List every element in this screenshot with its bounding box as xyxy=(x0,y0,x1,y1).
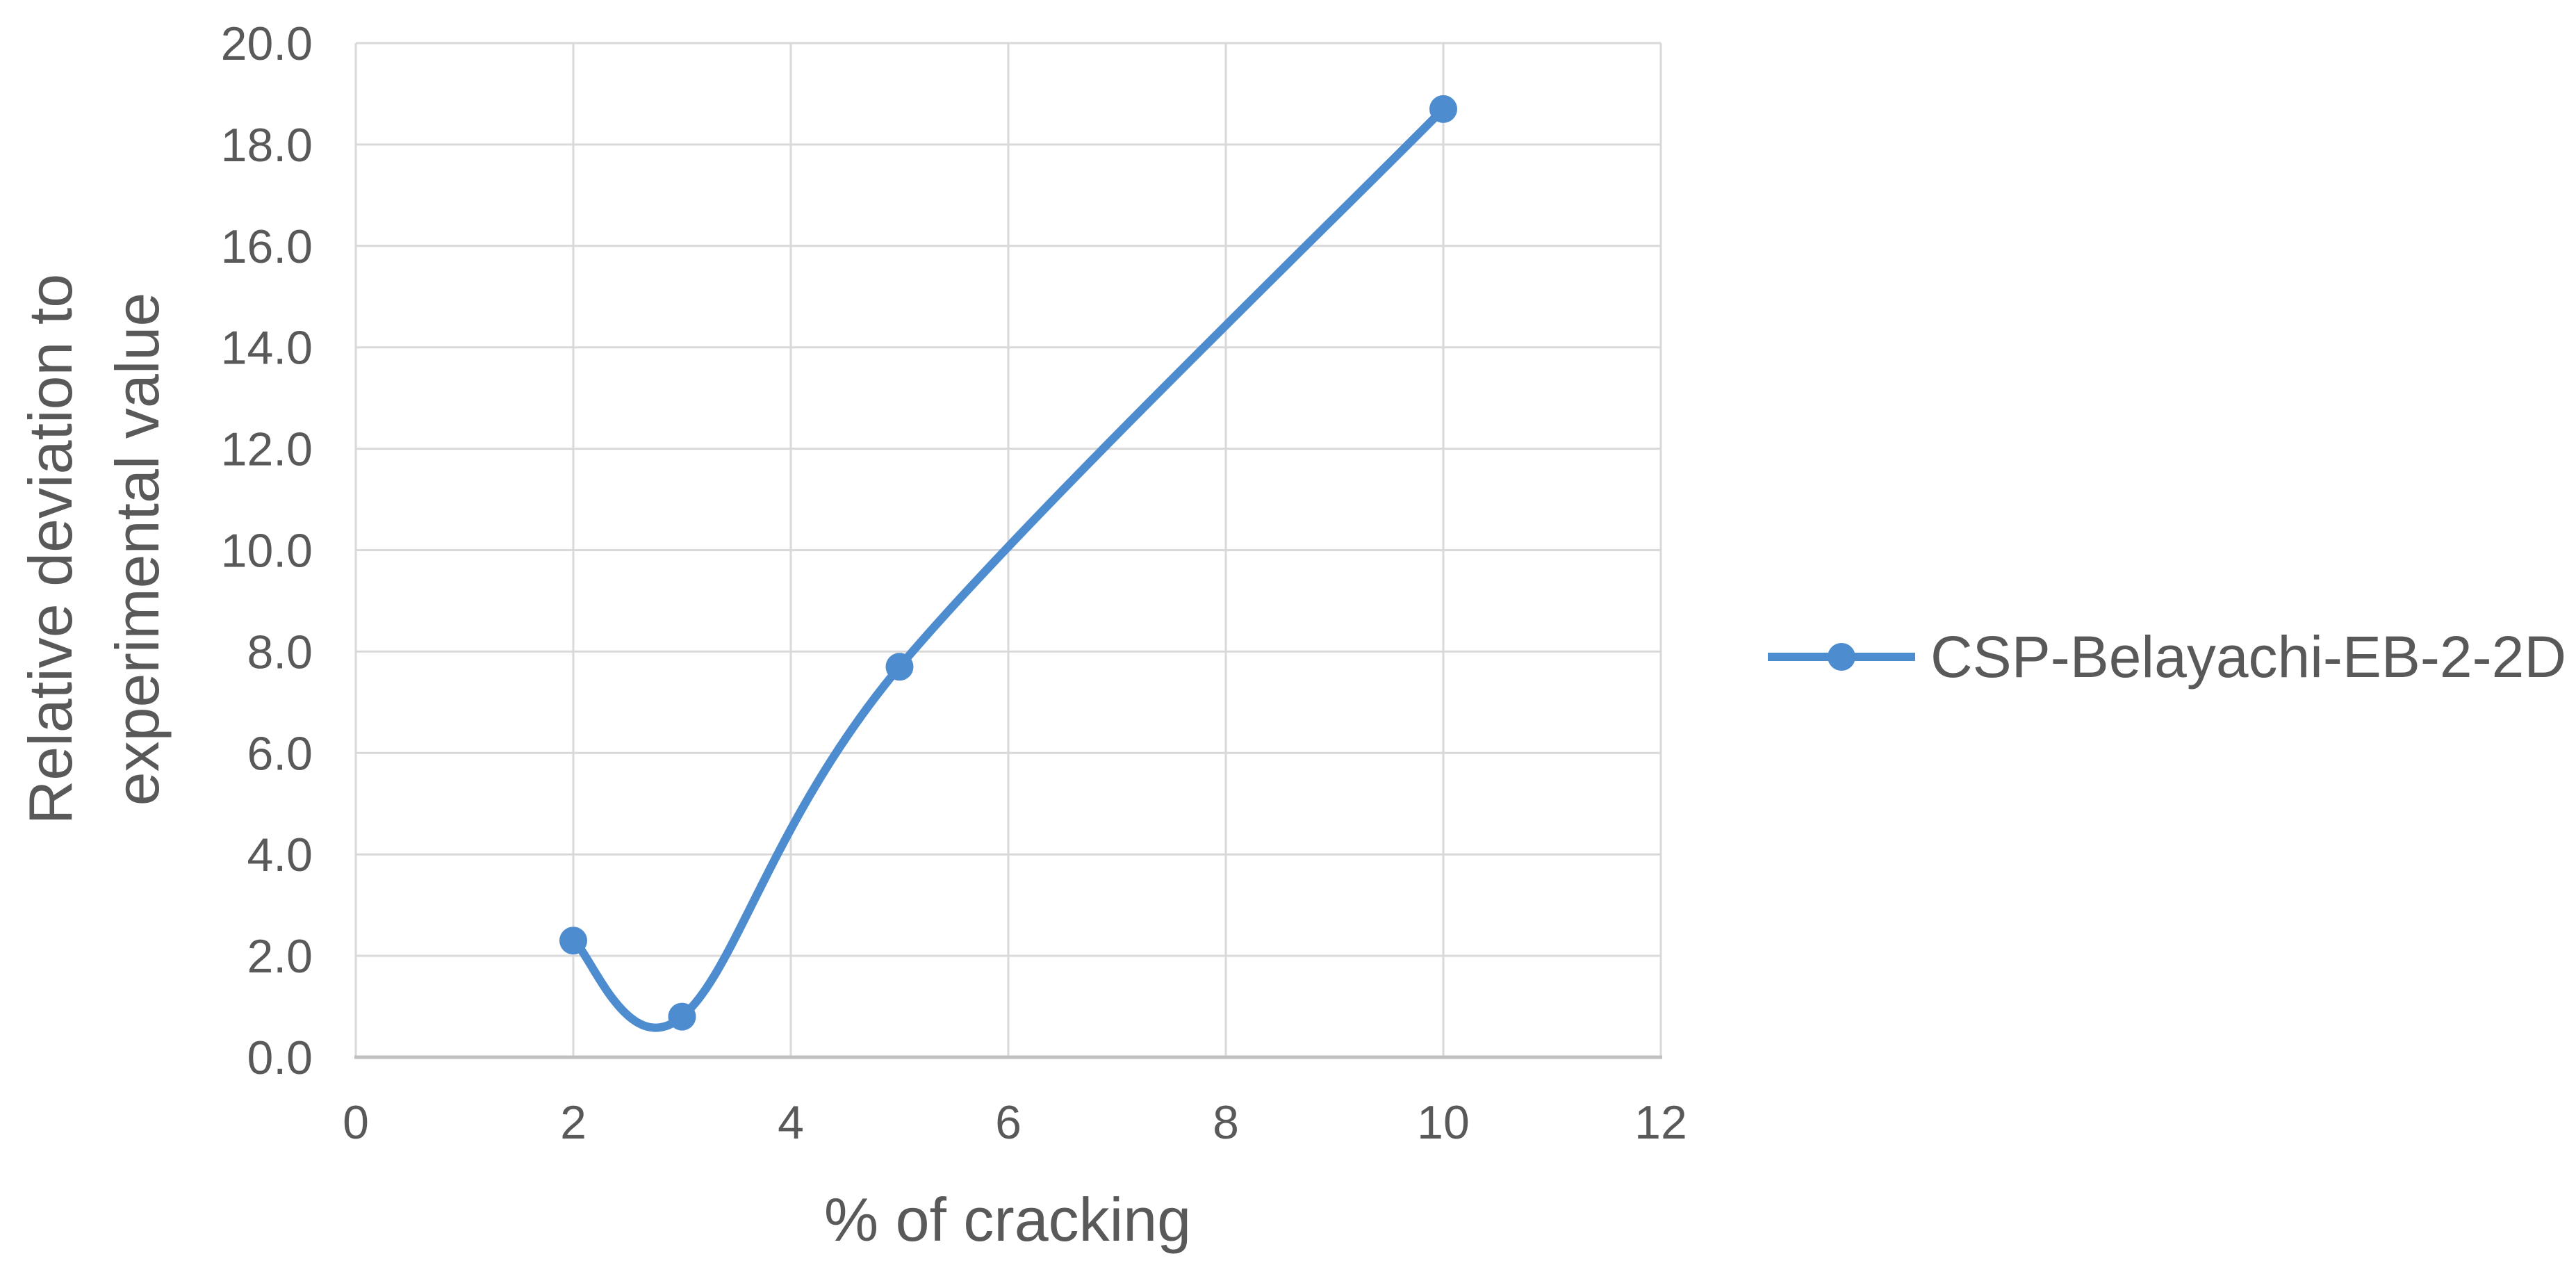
y-axis-title: Relative deviation to experimental value xyxy=(7,28,188,1070)
legend-series-label: CSP-Belayachi-EB-2-2D xyxy=(1930,623,2566,690)
y-tick-label: 20.0 xyxy=(221,17,313,70)
y-tick-label: 8.0 xyxy=(247,626,313,678)
y-tick-label: 2.0 xyxy=(247,930,313,983)
x-tick-label: 4 xyxy=(778,1096,804,1149)
y-tick-label: 18.0 xyxy=(221,119,313,172)
legend: CSP-Belayachi-EB-2-2D xyxy=(1765,615,2566,699)
data-point-marker xyxy=(1429,95,1457,123)
legend-line-marker-icon xyxy=(1768,643,1915,671)
data-point-marker xyxy=(668,1002,696,1031)
y-tick-label: 10.0 xyxy=(221,525,313,578)
y-tick-label: 0.0 xyxy=(247,1032,313,1084)
y-tick-label: 14.0 xyxy=(221,322,313,375)
x-tick-label: 6 xyxy=(995,1096,1022,1149)
x-tick-label: 10 xyxy=(1417,1096,1470,1149)
data-point-marker xyxy=(559,927,587,955)
series-line xyxy=(569,104,1447,1032)
y-tick-label: 4.0 xyxy=(247,829,313,881)
y-axis-title-line1: Relative deviation to xyxy=(16,273,85,825)
x-tick-label: 2 xyxy=(560,1096,586,1149)
data-point-marker xyxy=(885,653,914,681)
y-axis-title-line2: experimental value xyxy=(103,292,172,806)
x-tick-label: 8 xyxy=(1213,1096,1239,1149)
x-tick-label: 12 xyxy=(1634,1096,1687,1149)
y-tick-label: 16.0 xyxy=(221,220,313,273)
y-tick-label: 6.0 xyxy=(247,727,313,780)
x-axis-title: % of cracking xyxy=(823,1185,1192,1254)
y-tick-label: 12.0 xyxy=(221,423,313,476)
x-tick-label: 0 xyxy=(343,1096,369,1149)
